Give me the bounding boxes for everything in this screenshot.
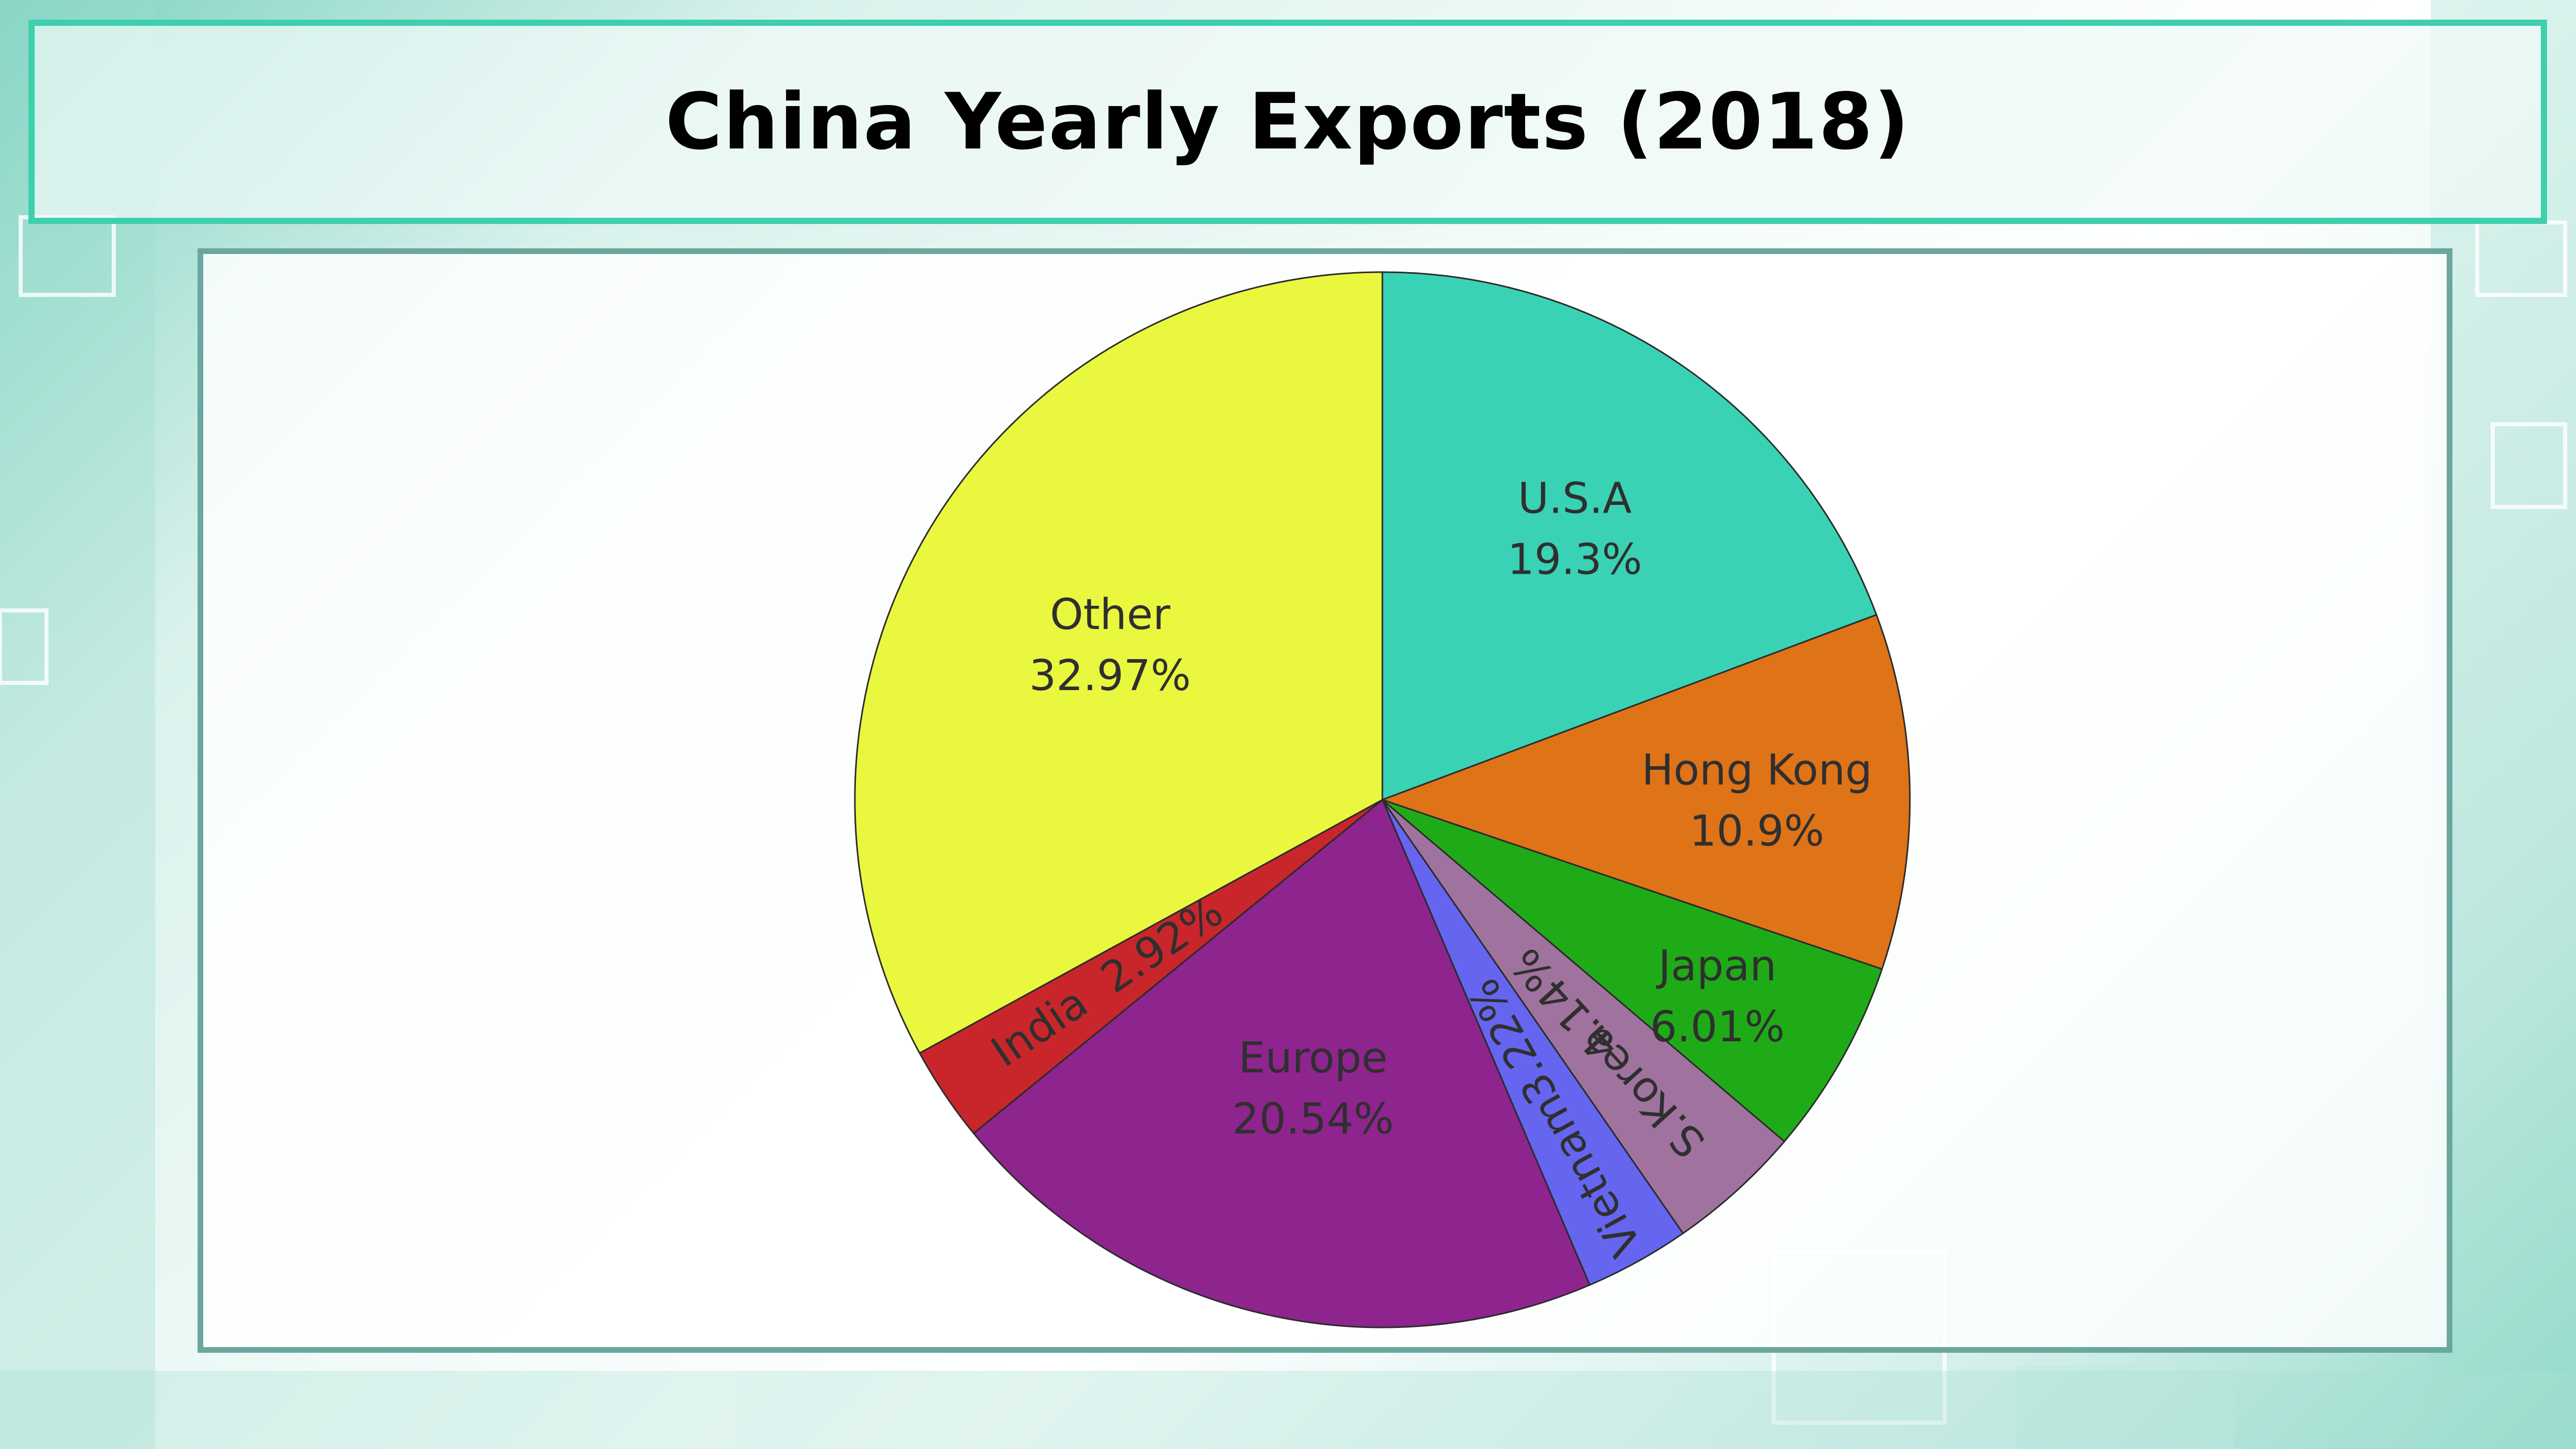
slice-value-japan: 6.01% [1650,1003,1785,1052]
pie-slice-hong-kong [1380,614,1911,970]
pie-chart: U.S.A19.3%Hong Kong10.9%Japan6.01%S.Kore… [854,271,1911,1328]
pie-slice-s-korea [1381,799,1786,1235]
pie-slice-other [854,271,1383,1054]
title-banner: China Yearly Exports (2018) [28,20,2547,224]
chart-panel: U.S.A 19.3% Hong Kong 10.9% Japan 6.01% S.Kore… [198,248,2452,1353]
slice-value-other: 32.97% [1029,651,1191,700]
pie-slices [854,271,1911,1328]
slice-label-japan: Japan [1655,942,1776,991]
pie-slice-u-s-a [1381,271,1878,801]
slice-value-u-s-a: 19.3% [1508,535,1643,585]
slice-label-other: Other [1050,590,1170,639]
slice-label-hong-kong: Hong Kong [1641,746,1872,795]
slice-value-europe: 20.54% [1232,1095,1394,1144]
pie-slice-europe [972,798,1591,1328]
chart-title: China Yearly Exports (2018) [665,77,1910,167]
slice-value-hong-kong: 10.9% [1690,807,1825,856]
pie-slice-japan [1382,799,1883,1143]
slice-label-europe: Europe [1239,1034,1388,1083]
slice-label-u-s-a: U.S.A [1518,474,1632,524]
